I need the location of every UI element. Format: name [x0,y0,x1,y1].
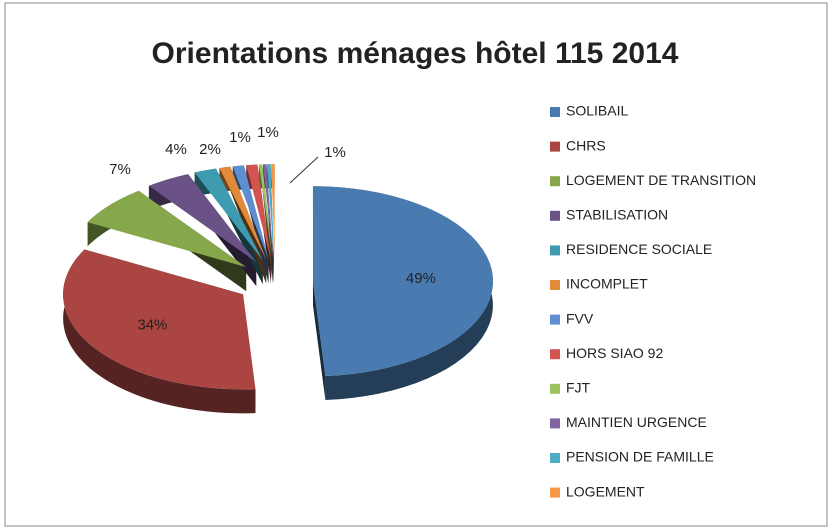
data-label: 4% [165,141,187,158]
slice [219,166,267,260]
legend-label: CHRS [566,137,606,153]
data-label: 34% [137,316,167,333]
leader-line [289,156,319,184]
legend-swatch [550,349,560,360]
slice [246,164,271,260]
legend-swatch [550,107,560,117]
legend-swatch [550,383,560,394]
data-label: 7% [109,161,131,178]
slice [258,164,273,260]
slice [148,174,257,263]
legend-label: LOGEMENT DE TRANSITION [566,172,756,188]
chart-title: Orientations ménages hôtel 115 2014 [152,37,679,70]
legend-label: FJT [566,380,591,396]
slice [267,164,274,260]
data-label: 49% [406,270,436,287]
slice [263,164,274,260]
legend-label: INCOMPLET [566,276,648,292]
legend-swatch [550,141,560,152]
slice [232,165,269,260]
legend-swatch [550,418,560,429]
legend-label: RESIDENCE SOCIALE [566,241,712,257]
data-label: 1% [229,129,251,146]
legend-label: STABILISATION [566,207,668,223]
legend-label: HORS SIAO 92 [566,345,663,361]
data-label: 1% [257,124,279,141]
slice-side [63,249,256,414]
legend-label: SOLIBAIL [566,103,628,119]
legend-label: FVV [566,310,594,326]
legend-swatch [550,453,560,463]
slice [194,168,263,261]
legend-label: MAINTIEN URGENCE [566,414,707,430]
legend-swatch [550,280,560,290]
slice [271,164,275,260]
legend-swatch [550,176,560,187]
legend-swatch [550,487,560,498]
legend-label: PENSION DE FAMILLE [566,449,714,465]
legend-swatch [550,314,560,325]
slice-edge [312,281,326,400]
legend-swatch [550,210,560,221]
slice [87,190,247,268]
slice [63,249,256,390]
data-label: 1% [324,144,346,161]
legend-swatch [550,245,560,256]
slice [312,186,493,376]
data-label: 2% [199,141,221,158]
legend-label: LOGEMENT [566,483,645,499]
